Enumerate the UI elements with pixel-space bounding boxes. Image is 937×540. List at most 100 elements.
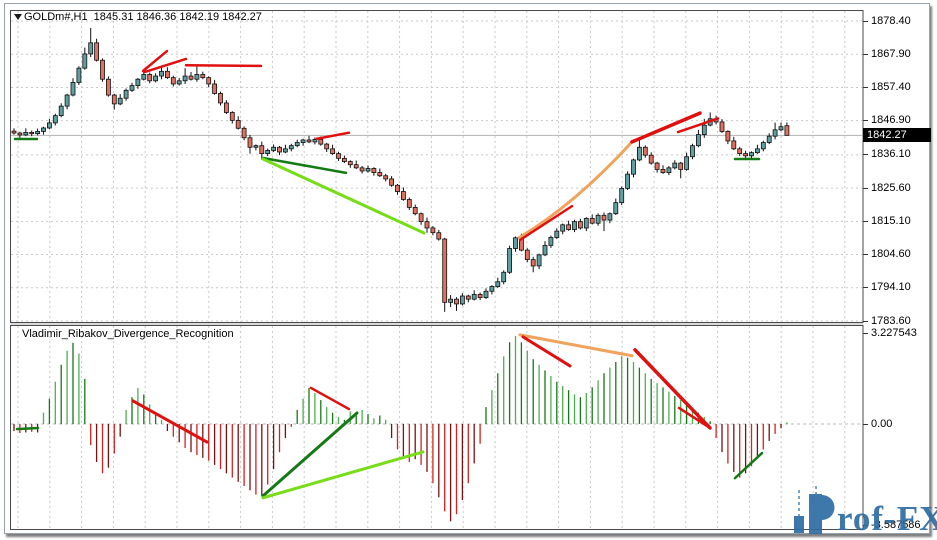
divergence-line [141, 49, 169, 73]
axis-tick-label: 1846.90 [871, 114, 911, 127]
candle-body [76, 67, 82, 83]
candle-body [377, 172, 383, 177]
axis-tick [863, 187, 868, 189]
axis-tick [863, 20, 868, 22]
candle-body [371, 168, 377, 173]
divergence-line [15, 426, 40, 431]
axis-tick-label: 1857.40 [871, 80, 911, 93]
candle-body [359, 167, 365, 172]
axis-tick-label: 1794.10 [871, 281, 911, 294]
candle-body [430, 227, 436, 234]
candle-body [100, 59, 105, 80]
candle-body [477, 294, 483, 298]
candle-body [70, 81, 76, 96]
candle-body [743, 153, 748, 157]
candle-body [223, 102, 229, 113]
axis-tick-label: 1867.90 [871, 47, 911, 60]
candle-body [129, 85, 135, 91]
candle-body [631, 159, 636, 175]
candle-body [548, 237, 554, 246]
candle-body [772, 129, 778, 137]
candle-body [507, 248, 513, 273]
candle-body [678, 162, 684, 170]
panel-divider[interactable] [10, 323, 864, 325]
candle-body [471, 294, 477, 300]
logo-p-bowl-icon [822, 495, 835, 520]
axis-tick-label: 1815.10 [871, 214, 911, 227]
candle-body [619, 188, 625, 204]
candle-body [566, 224, 571, 230]
candle-body [241, 127, 247, 139]
logo-candle-body-icon [794, 516, 804, 533]
divergence-line [518, 204, 574, 242]
candle-body [424, 221, 430, 229]
candle-body [94, 42, 99, 61]
axis-tick [863, 154, 868, 156]
candle-body [642, 146, 648, 156]
current-price-tag: 1842.27 [863, 128, 931, 143]
candle-body [766, 135, 772, 143]
candle-body [554, 230, 560, 238]
divergence-line [521, 335, 572, 368]
axis-tick [863, 332, 868, 334]
divergence-line [261, 156, 348, 175]
proffx-logo: rof-FX [794, 486, 937, 538]
candle-body [501, 271, 507, 283]
candle-body [111, 94, 117, 105]
candle-body [141, 74, 147, 80]
candle-body [353, 164, 359, 169]
indicator-panel[interactable] [10, 325, 864, 530]
candle-body [684, 156, 689, 170]
axis-tick [863, 53, 868, 55]
candle-body [164, 70, 170, 79]
axis-tick-label: 1804.60 [871, 248, 911, 261]
candle-body [625, 173, 630, 189]
divergence-line [131, 399, 209, 444]
candle-body [701, 124, 707, 136]
candle-body [52, 115, 58, 124]
candle-body [300, 139, 306, 143]
candle-body [613, 202, 619, 215]
candle-body [436, 232, 442, 240]
candle-body [725, 131, 731, 142]
divergence-line [676, 117, 720, 134]
candle-body [123, 89, 129, 99]
candle-body [159, 70, 164, 77]
candle-body [147, 74, 153, 82]
candle-body [29, 131, 35, 135]
candle-body [595, 214, 601, 224]
logo-group: rof-FX [794, 486, 937, 538]
symbol-collapse-icon[interactable] [14, 14, 22, 20]
candle-body [23, 131, 29, 136]
candle-body [406, 199, 412, 208]
axis-tick [863, 320, 868, 322]
candle-body [524, 249, 530, 261]
candle-body [383, 175, 389, 180]
candle-body [324, 143, 330, 150]
axis-tick-label: 3.227543 [871, 326, 917, 339]
candle-body [459, 295, 465, 305]
candle-body [182, 75, 188, 82]
indicator-title: Vladimir_Ribakov_Divergence_Recognition [22, 328, 234, 340]
candle-body [666, 167, 672, 173]
candle-body [755, 148, 760, 154]
candle-body [188, 75, 194, 80]
indicator-layer [11, 326, 862, 529]
candle-body [82, 53, 88, 69]
candle-body [442, 238, 448, 303]
candle-body [495, 281, 501, 287]
candle-body [760, 142, 766, 150]
candle-body [58, 105, 64, 117]
axis-tick [863, 86, 868, 88]
divergence-line [261, 411, 359, 498]
candle-body [589, 218, 595, 224]
main-chart-panel[interactable] [10, 10, 864, 323]
axis-tick [863, 287, 868, 289]
candle-body [389, 178, 395, 186]
candle-body [265, 150, 271, 154]
candle-body [212, 83, 218, 94]
divergence-line [633, 348, 712, 430]
candle-body [117, 97, 123, 105]
